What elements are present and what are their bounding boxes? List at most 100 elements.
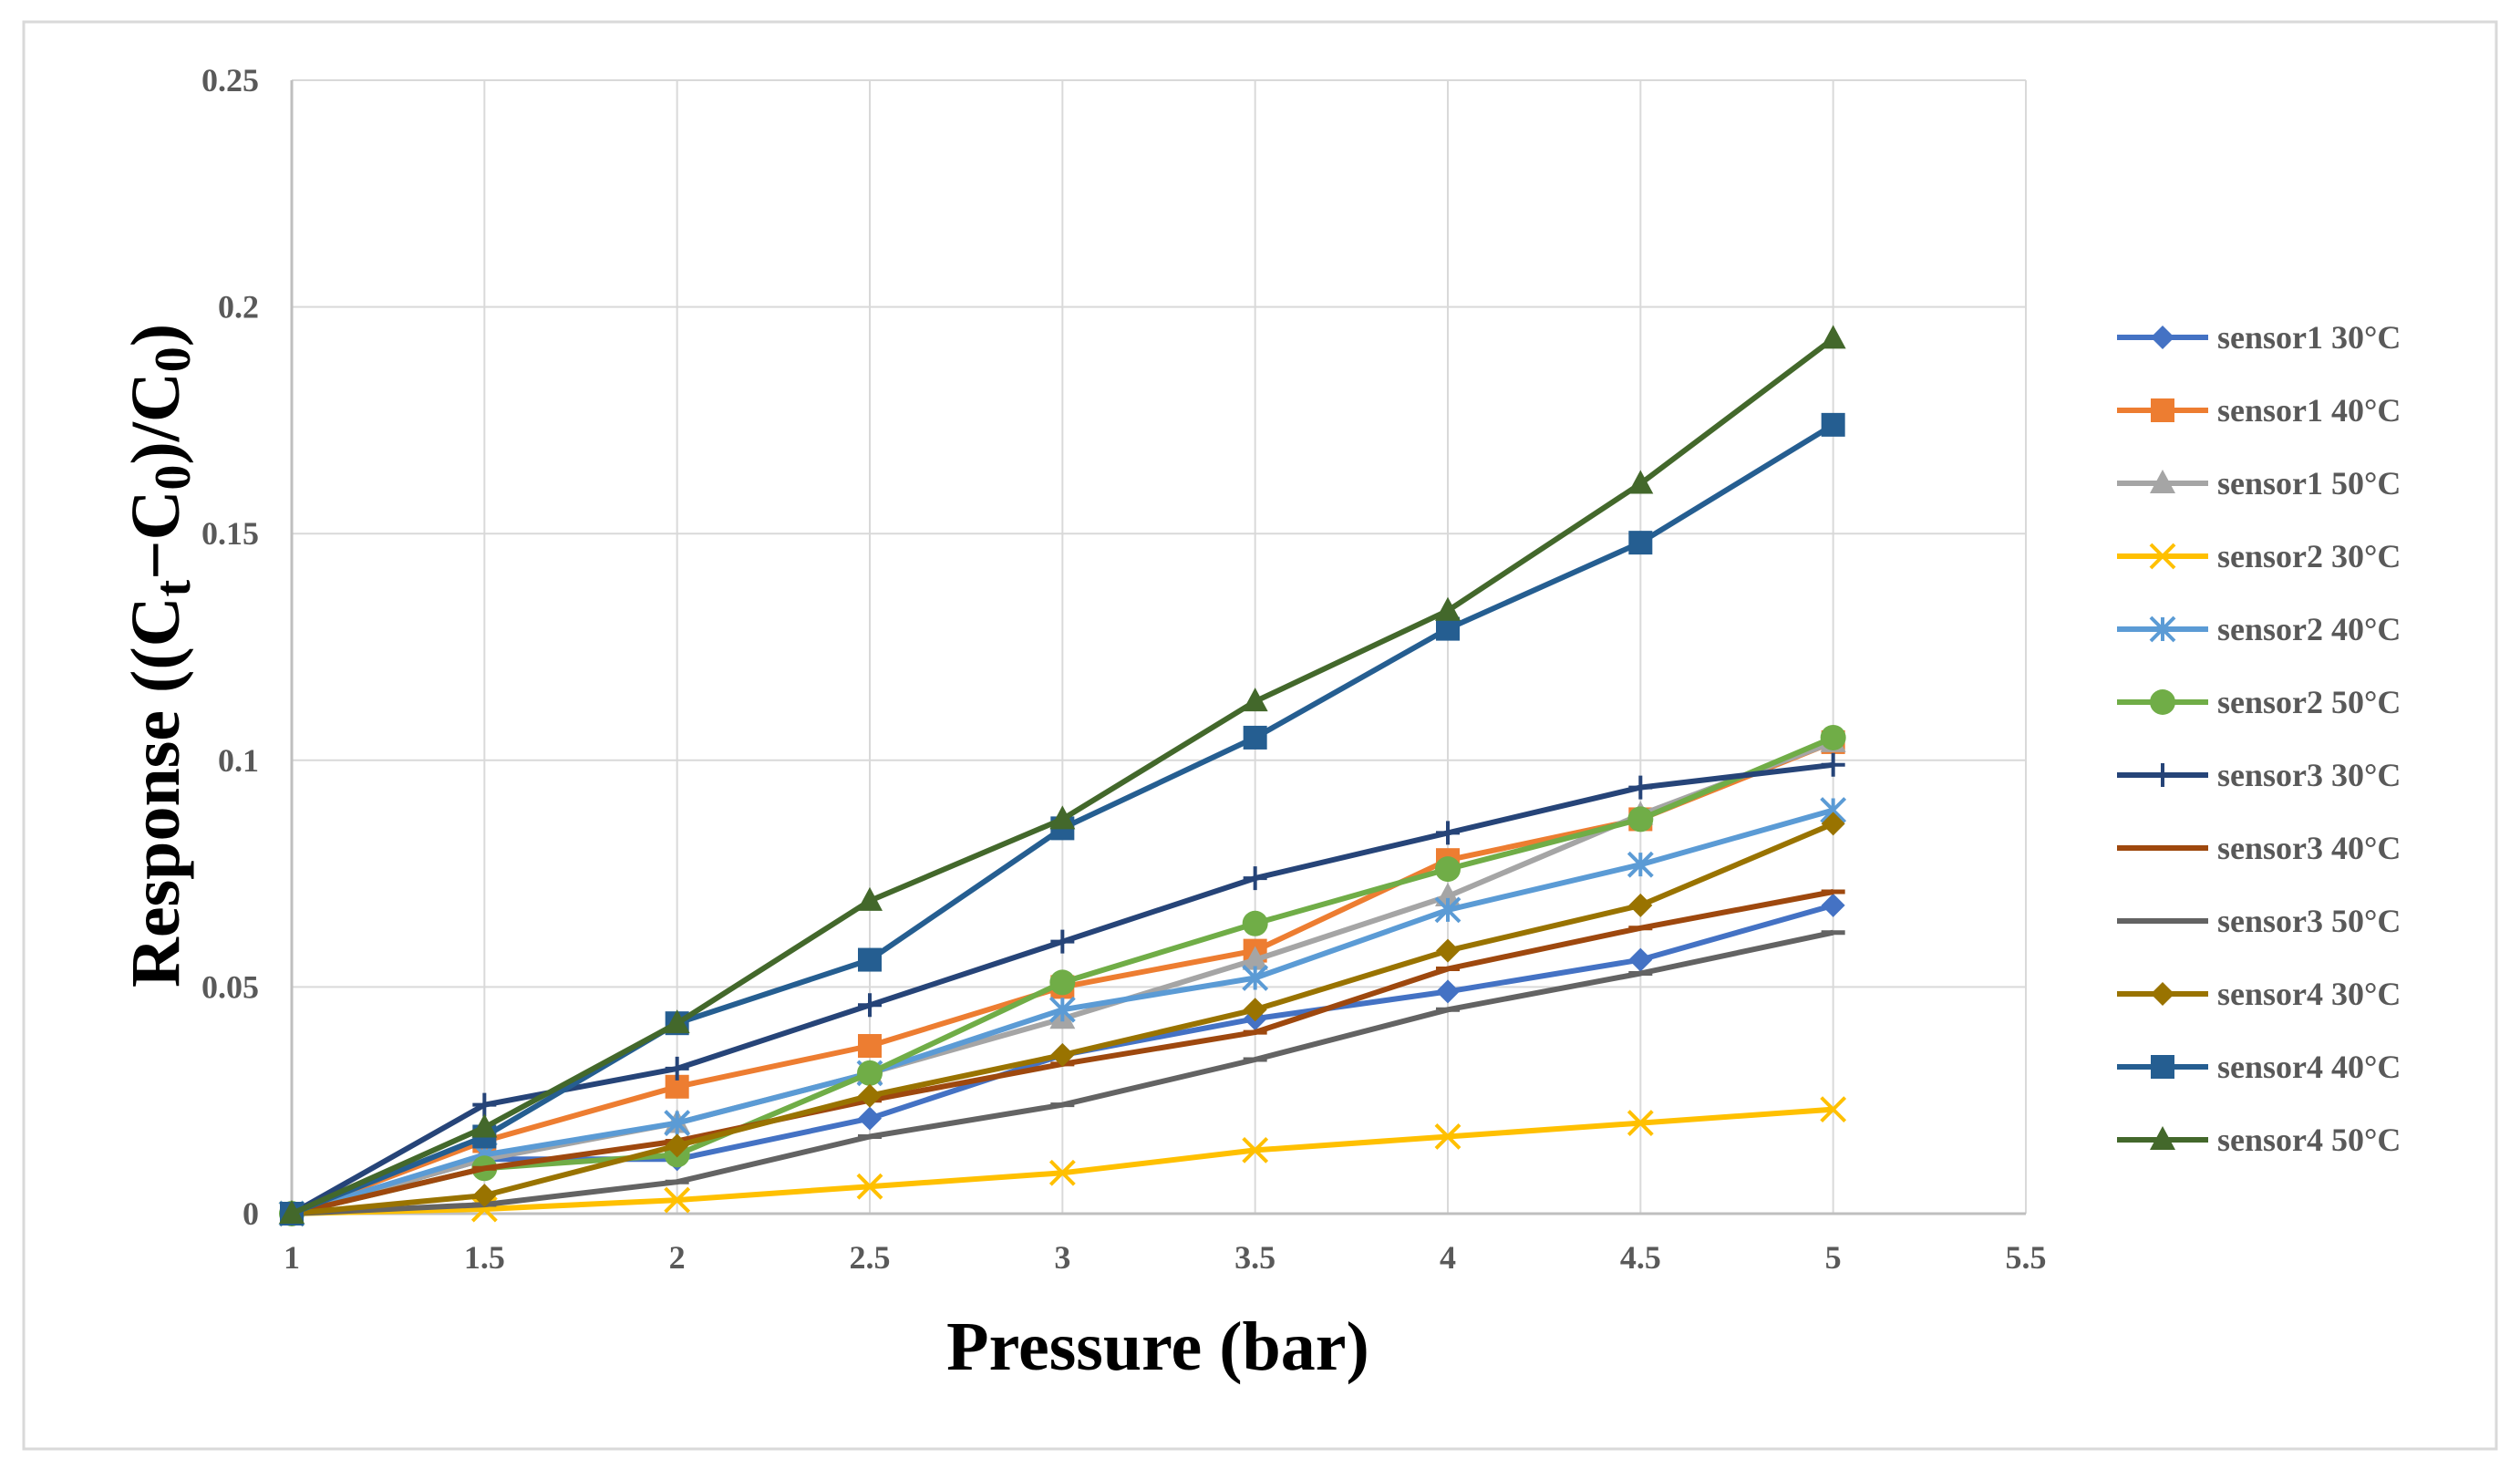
x-tick-label: 3.5	[1234, 1239, 1275, 1276]
legend-entry: sensor1 30°C	[2117, 319, 2401, 356]
diamond-marker	[472, 1184, 497, 1208]
legend-entry: sensor3 30°C	[2117, 757, 2401, 793]
triangle-marker	[1820, 325, 1846, 349]
triangle-marker	[1049, 805, 1076, 830]
legend-entry: sensor3 50°C	[2117, 903, 2401, 939]
x-tick-label: 1.5	[464, 1239, 505, 1276]
square-marker	[858, 1034, 882, 1059]
legend-entry: sensor4 40°C	[2117, 1049, 2401, 1085]
y-tick-label: 0.1	[218, 742, 259, 779]
x-axis-title: Pressure (bar)	[946, 1308, 1369, 1385]
x-marker	[1048, 1159, 1076, 1186]
diamond-marker	[665, 1133, 689, 1158]
circle-marker	[2150, 689, 2175, 715]
asterisk-marker	[1434, 896, 1461, 924]
series-group	[279, 325, 1846, 1224]
legend: sensor1 30°C sensor1 40°C sensor1 50°C sens…	[2117, 319, 2401, 1158]
x-tick-label: 4	[1440, 1239, 1456, 1276]
x-tick-label: 2.5	[850, 1239, 891, 1276]
legend-label: sensor2 40°C	[2217, 611, 2401, 647]
asterisk-marker	[664, 1110, 691, 1136]
x-tick-label: 3	[1054, 1239, 1070, 1276]
square-marker	[1628, 531, 1653, 555]
x-marker	[1242, 1136, 1269, 1164]
plus-marker	[1628, 775, 1653, 800]
triangle-marker	[279, 1200, 305, 1224]
square-marker	[1436, 616, 1460, 641]
x-tick-label: 5	[1825, 1239, 1842, 1276]
triangle-marker	[1435, 596, 1461, 621]
axes	[290, 80, 2026, 1215]
plus-marker	[665, 1056, 689, 1081]
triangle-marker	[2150, 470, 2175, 493]
plus-marker	[1436, 821, 1460, 845]
y-tick-label: 0.2	[218, 289, 259, 326]
x-tick-label: 5.5	[2006, 1239, 2047, 1276]
triangle-marker	[471, 1113, 498, 1138]
legend-entry: sensor2 50°C	[2117, 684, 2401, 720]
legend-entry: sensor4 30°C	[2117, 976, 2401, 1012]
asterisk-marker	[1048, 996, 1076, 1023]
asterisk-marker	[1242, 965, 1269, 991]
y-axis-title-part: Response ((C	[118, 596, 194, 988]
diamond-marker	[1821, 812, 1845, 836]
y-tick-label: 0	[243, 1195, 259, 1232]
tick-labels: 0 0.05 0.1 0.15 0.2 0.25 1 1.5 2 2.5 3 3.5 4 4.5 5 5.5	[201, 62, 2047, 1276]
diamond-marker	[2151, 326, 2174, 349]
triangle-marker	[2150, 1126, 2175, 1150]
circle-marker	[1242, 910, 1268, 936]
diamond-marker	[858, 1083, 882, 1108]
legend-label: sensor4 30°C	[2217, 976, 2401, 1012]
plus-marker	[472, 1092, 497, 1117]
triangle-marker	[857, 886, 883, 911]
diamond-marker	[2151, 982, 2174, 1006]
x-marker	[1627, 1110, 1654, 1136]
legend-entry: sensor1 40°C	[2117, 392, 2401, 429]
x-tick-label: 1	[284, 1239, 300, 1276]
x-marker	[2149, 543, 2176, 570]
legend-entry: sensor4 50°C	[2117, 1122, 2401, 1158]
legend-label: sensor3 40°C	[2217, 830, 2401, 866]
square-marker	[1821, 412, 1845, 437]
triangle-marker	[1435, 882, 1461, 906]
y-axis-title-part: )	[118, 324, 194, 346]
triangle-marker	[1242, 946, 1268, 970]
y-tick-label: 0.15	[201, 515, 259, 552]
circle-marker	[857, 1060, 883, 1086]
diamond-marker	[1050, 1042, 1075, 1067]
diamond-marker	[1628, 947, 1653, 972]
y-axis-title-subscript: t	[145, 579, 201, 596]
legend-label: sensor4 40°C	[2217, 1049, 2401, 1085]
legend-entry: sensor2 30°C	[2117, 538, 2401, 574]
y-axis-title-part: −C	[118, 491, 194, 580]
legend-label: sensor1 30°C	[2217, 319, 2401, 356]
circle-marker	[1627, 806, 1654, 833]
legend-entry: sensor2 40°C	[2117, 611, 2401, 647]
legend-entry: sensor3 40°C	[2117, 830, 2401, 866]
y-axis-title-subscript: 0	[145, 465, 201, 491]
legend-label: sensor1 50°C	[2217, 465, 2401, 502]
legend-label: sensor4 50°C	[2217, 1122, 2401, 1158]
legend-entry: sensor1 50°C	[2117, 465, 2401, 502]
series-layer	[278, 325, 1847, 1227]
asterisk-marker	[1627, 851, 1654, 878]
y-axis-title-subscript: 0	[145, 346, 201, 372]
legend-label: sensor1 40°C	[2217, 392, 2401, 429]
triangle-marker	[664, 1009, 690, 1034]
circle-marker	[1435, 856, 1461, 883]
diamond-marker	[1436, 979, 1460, 1004]
plus-marker	[858, 993, 882, 1018]
x-tick-label: 4.5	[1620, 1239, 1661, 1276]
diamond-marker	[1821, 893, 1845, 917]
legend-label: sensor3 50°C	[2217, 903, 2401, 939]
legend-label: sensor3 30°C	[2217, 757, 2401, 793]
y-tick-label: 0.25	[201, 62, 259, 98]
x-marker	[856, 1173, 883, 1200]
y-axis-title: Response ((Ct−C0)/C0)	[118, 324, 201, 988]
plus-marker	[1821, 752, 1845, 777]
diamond-marker	[858, 1106, 882, 1131]
x-marker	[1820, 1096, 1847, 1123]
plus-marker	[1050, 929, 1075, 954]
